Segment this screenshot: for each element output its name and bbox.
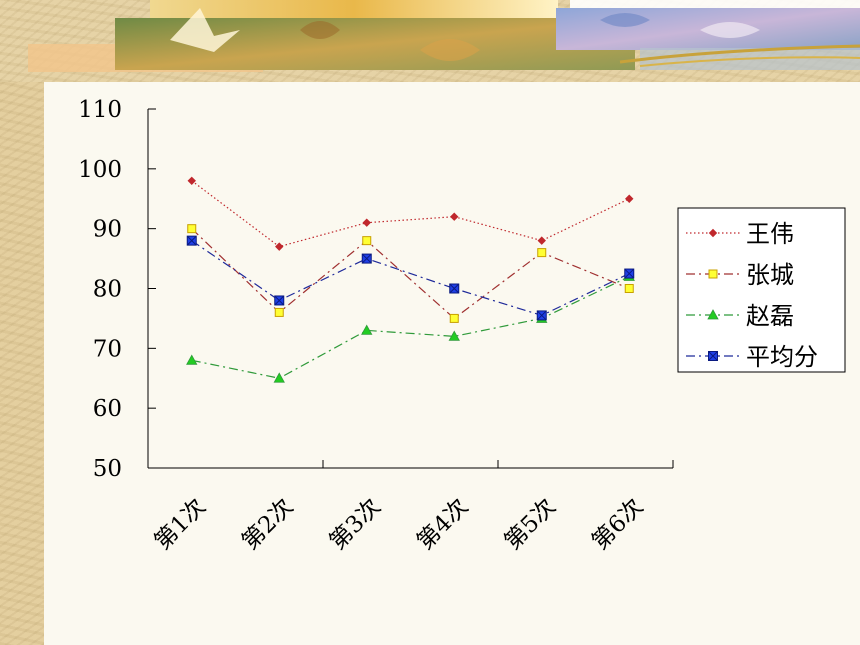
data-point <box>187 224 197 234</box>
data-point <box>448 330 460 341</box>
y-tick-label: 60 <box>93 396 122 422</box>
data-point <box>449 283 460 294</box>
series-line <box>191 228 630 320</box>
data-point <box>707 309 719 320</box>
legend-entry: 赵磊 <box>686 302 794 330</box>
x-category-label: 第3次 <box>325 494 386 555</box>
legend-label: 张城 <box>746 261 794 289</box>
x-category-label: 第6次 <box>587 494 648 555</box>
data-point <box>187 176 196 186</box>
legend-box <box>677 207 846 373</box>
data-point <box>624 284 634 293</box>
marker-cross <box>362 254 372 263</box>
series-line <box>191 275 630 379</box>
data-point <box>624 268 635 279</box>
marker-cross <box>187 236 197 245</box>
x-axis-labels: 第1次 第2次 第3次 第4次 第5次 第6次 <box>150 494 649 555</box>
data-point <box>186 235 197 246</box>
legend-label: 王伟 <box>746 220 794 248</box>
data-point <box>537 236 546 245</box>
x-category-label: 第5次 <box>500 494 561 555</box>
y-tick-label: 90 <box>93 217 122 243</box>
x-category-label: 第2次 <box>237 494 298 555</box>
series-line <box>191 180 630 248</box>
y-tick-label: 50 <box>93 456 122 482</box>
x-category-label: 第4次 <box>412 494 473 555</box>
data-point <box>186 354 198 365</box>
legend-entry: 王伟 <box>686 220 794 248</box>
y-tick-label: 100 <box>78 157 122 183</box>
autumn-leaves-banner-icon <box>28 0 860 72</box>
data-point <box>362 236 372 246</box>
series-line <box>191 240 630 317</box>
x-category-label: 第1次 <box>150 494 211 555</box>
series-4 <box>186 235 635 321</box>
legend-label: 平均分 <box>746 343 818 371</box>
data-point <box>708 228 718 238</box>
y-axis-ticks: 50 60 70 80 90 100 110 <box>78 97 156 482</box>
series-2 <box>187 224 634 323</box>
series-1 <box>187 176 634 251</box>
y-tick-label: 80 <box>93 277 122 303</box>
data-point <box>708 351 718 361</box>
data-point <box>274 307 284 317</box>
data-point <box>536 310 547 321</box>
chart-axes <box>147 109 674 469</box>
legend-label: 赵磊 <box>746 302 794 330</box>
data-point <box>449 313 459 323</box>
data-point <box>537 248 547 258</box>
marker-cross <box>624 269 634 278</box>
y-tick-label: 110 <box>78 97 122 123</box>
parchment-strip-left <box>0 0 44 645</box>
data-point <box>708 269 718 279</box>
data-point <box>625 194 634 203</box>
data-point <box>273 372 285 383</box>
legend-entry: 张城 <box>686 261 794 289</box>
y-tick-label: 70 <box>93 336 122 362</box>
marker-cross <box>708 351 718 361</box>
legend-entry: 平均分 <box>686 343 818 371</box>
series-3 <box>186 270 635 383</box>
data-point <box>361 253 372 264</box>
data-point <box>274 295 285 306</box>
data-point <box>362 218 371 227</box>
marker-cross <box>449 284 459 293</box>
series-layer <box>186 176 635 383</box>
data-point <box>275 242 284 251</box>
marker-cross <box>537 311 547 320</box>
marker-cross <box>274 296 284 305</box>
data-point <box>450 212 459 221</box>
data-point <box>361 324 373 335</box>
